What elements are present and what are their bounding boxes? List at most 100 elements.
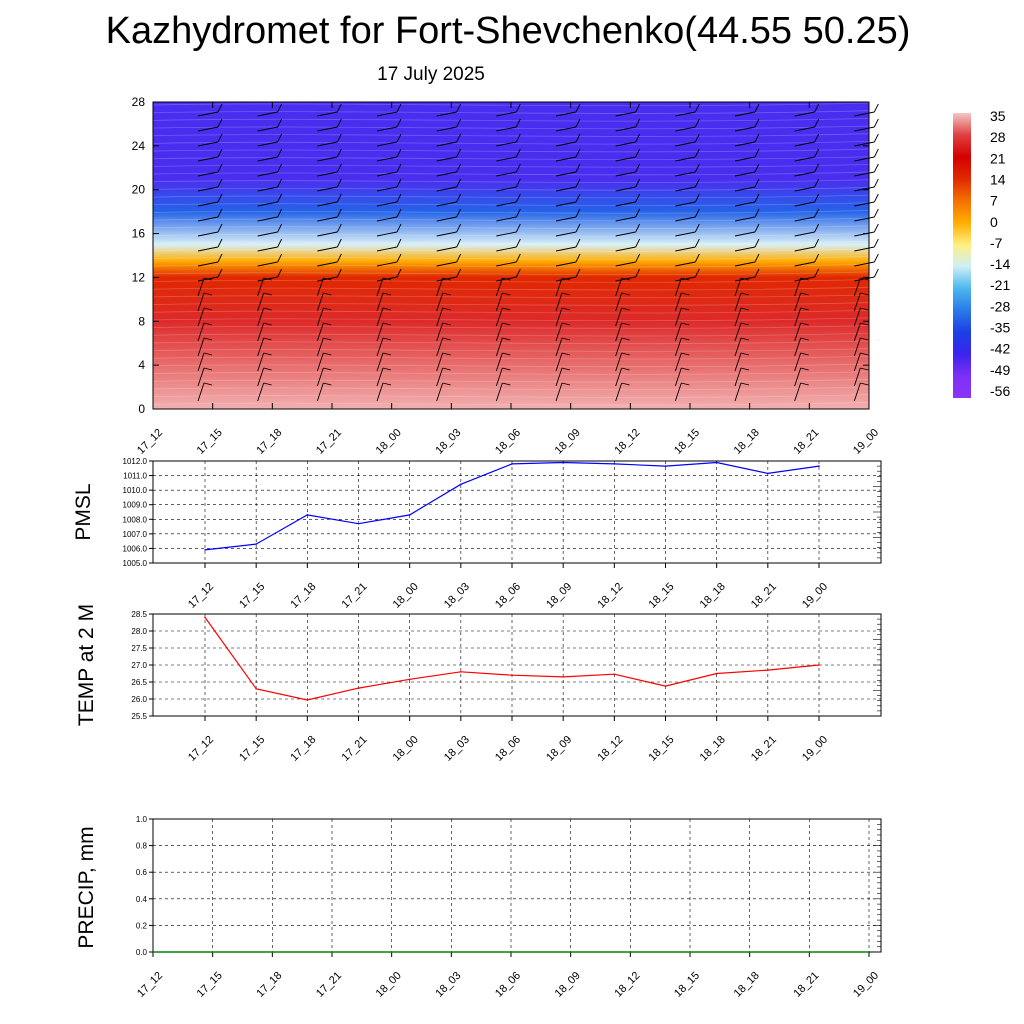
wind-barb [734, 178, 760, 192]
wind-barb [675, 163, 700, 177]
y-tick-label: 12 [132, 270, 146, 284]
isotherm-line [152, 317, 870, 322]
wind-barb [794, 238, 820, 252]
wind-barb [794, 382, 809, 402]
isotherm-line [152, 309, 870, 314]
y-axis-label: PMSL [72, 483, 95, 540]
x-tick-label: 18_06 [493, 970, 523, 1000]
x-tick-label: 17_12 [135, 427, 165, 457]
y-tick-label: 27.5 [131, 644, 147, 653]
data-point [204, 616, 206, 619]
colorbar-label: -7 [990, 235, 1003, 251]
wind-barb [555, 253, 581, 267]
wind-barb [257, 133, 283, 147]
wind-barb [376, 337, 392, 357]
wind-barb [734, 223, 760, 237]
isotherm-line [152, 294, 870, 299]
x-tick-label: 18_21 [791, 427, 821, 457]
colorbar-label: -56 [990, 383, 1010, 399]
data-point [767, 472, 769, 475]
colorbar [953, 113, 971, 398]
wind-barb [316, 352, 332, 372]
data-point [511, 463, 513, 465]
wind-barb [854, 208, 879, 222]
wind-barb [436, 193, 462, 207]
wind-barb [257, 292, 272, 312]
isotherm-line [152, 378, 870, 383]
wind-barb [734, 238, 760, 252]
data-point [408, 678, 411, 681]
data-point [562, 676, 564, 678]
data-point [408, 514, 411, 516]
wind-barb [674, 292, 690, 312]
wind-barb [615, 148, 641, 162]
wind-barb [853, 307, 869, 327]
wind-barb [257, 337, 272, 357]
wind-barb [496, 238, 521, 252]
isotherm-line [152, 348, 870, 352]
wind-barb [794, 352, 809, 372]
wind-barb [555, 223, 581, 237]
isotherm-line [152, 133, 870, 137]
wind-barb [854, 163, 879, 177]
wind-barb [197, 148, 223, 162]
x-tick-label: 18_03 [433, 427, 463, 457]
wind-barb [794, 322, 809, 342]
wind-barb [316, 382, 332, 402]
wind-barb [734, 382, 750, 402]
wind-barb [675, 238, 700, 252]
isotherm-line [152, 371, 870, 375]
wind-barb [317, 208, 342, 222]
wind-barb [734, 163, 760, 177]
wind-barb [197, 367, 213, 387]
y-tick-label: 16 [132, 227, 146, 241]
wind-barb [555, 352, 571, 372]
wind-barb [436, 352, 451, 372]
wind-barb [197, 223, 223, 237]
pmsl-panel: 1012.0 1011.0 1010.0 1009.0 1008.0 1007.0 1006… [72, 457, 882, 611]
wind-barb [854, 253, 879, 267]
wind-barb [853, 352, 869, 372]
data-point [613, 463, 616, 465]
wind-barb [615, 193, 641, 207]
x-tick-label: 18_18 [732, 970, 762, 1000]
y-axis-label: PRECIP, mm [75, 826, 98, 948]
wind-barb [496, 148, 521, 162]
colorbar-label: 21 [990, 150, 1006, 166]
wind-barb [794, 133, 820, 147]
isotherm-line [152, 401, 870, 406]
wind-barb [376, 253, 402, 267]
wind-barb [853, 382, 869, 402]
wind-barb [317, 178, 342, 192]
wind-barb [734, 253, 760, 267]
x-tick-label: 18_00 [374, 970, 404, 1000]
colorbar-label: -35 [990, 320, 1010, 336]
wind-barb [555, 238, 581, 252]
wind-barb [496, 103, 521, 117]
wind-barb [376, 268, 402, 282]
colorbar-label: -42 [990, 341, 1010, 357]
x-tick-label: 19_00 [800, 581, 830, 611]
colorbar-label: 35 [990, 108, 1006, 124]
x-tick-label: 18_09 [544, 581, 574, 611]
y-tick-label: 1012.0 [123, 457, 148, 466]
data-point [715, 672, 718, 675]
wind-barb [257, 118, 283, 132]
colorbar-label: -21 [990, 277, 1010, 293]
y-tick-label: 26.5 [131, 678, 147, 687]
wind-barb [615, 253, 641, 267]
data-point [306, 699, 309, 701]
wind-barb [794, 148, 820, 162]
isotherm-line [152, 248, 870, 252]
wind-barb [436, 337, 451, 357]
wind-barb [495, 367, 511, 387]
wind-barb [495, 307, 511, 327]
wind-barb [257, 223, 283, 237]
chart-subtitle: 17 July 2025 [377, 64, 485, 85]
wind-barb [555, 103, 581, 117]
wind-barb [257, 163, 283, 177]
y-tick-label: 1011.0 [123, 472, 147, 481]
x-tick-label: 18_12 [612, 427, 642, 457]
x-tick-label: 18_03 [442, 581, 472, 611]
isotherm-line [152, 187, 870, 191]
